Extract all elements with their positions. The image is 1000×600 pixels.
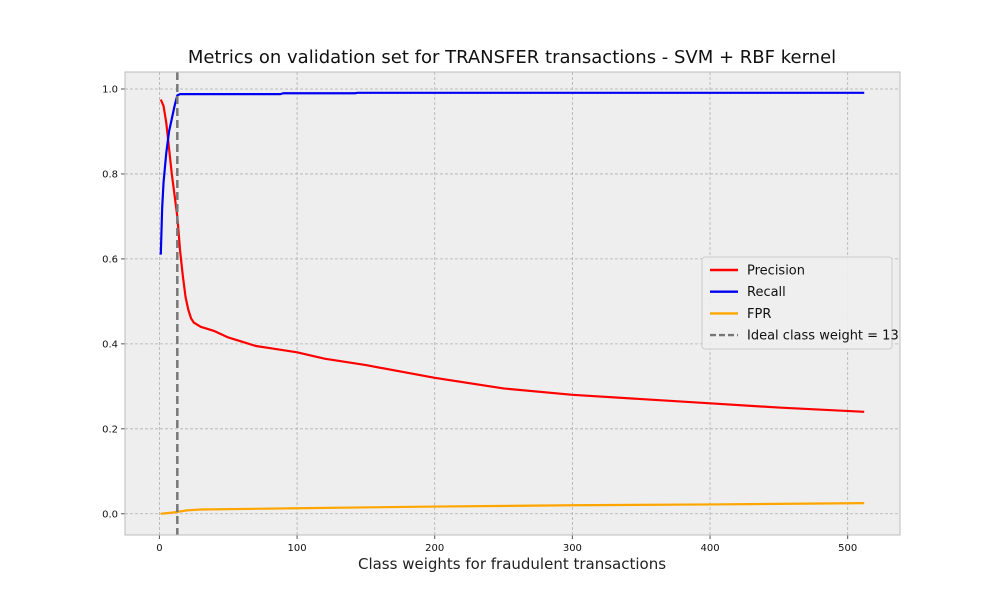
axis-ticks: 0 100 200 300 400 500 0.0 0.2 0.4 0.6 0.8 1.0 [102,84,857,554]
grid-lines [125,72,900,535]
y-tick-label: 1.0 [102,84,118,95]
series-layer [159,72,865,535]
legend: Precision Recall FPR Ideal class weight = 1… [701,256,899,350]
series-line-recall [159,91,865,255]
chart-title: Metrics on validation set for TRANSFER t… [188,47,836,68]
legend-label: FPR [747,307,771,322]
y-tick-label: 0.4 [102,339,118,350]
x-tick-label: 100 [288,543,307,554]
y-tick-label: 0.6 [102,254,118,265]
legend-label: Recall [747,285,786,300]
legend-box [701,256,893,350]
series-line-precision [159,99,865,413]
y-tick-label: 0.2 [102,424,118,435]
legend-label: Precision [747,264,805,279]
x-tick-label: 500 [838,543,857,554]
x-tick-label: 400 [700,543,719,554]
x-tick-label: 300 [563,543,582,554]
legend-label: Ideal class weight = 13 [747,329,899,344]
plot-frame [124,71,901,536]
y-tick-label: 0.8 [102,169,118,180]
y-tick-label: 0.0 [102,509,118,520]
x-tick-label: 0 [156,543,162,554]
x-tick-label: 200 [425,543,444,554]
x-axis-label: Class weights for fraudulent transaction… [358,555,666,573]
